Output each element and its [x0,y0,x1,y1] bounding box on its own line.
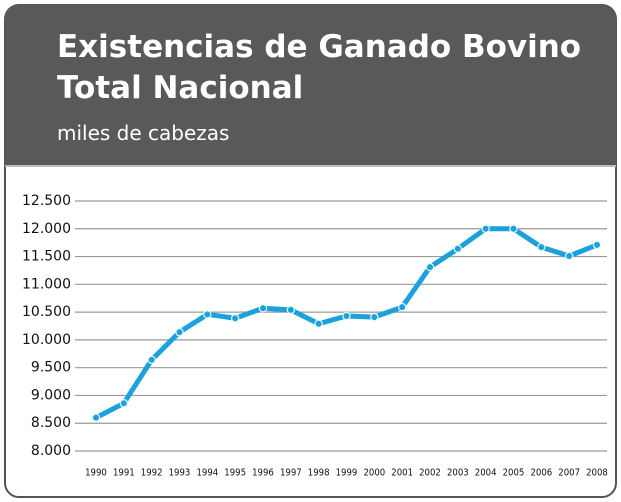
y-tick-label: 9.500 [31,360,71,376]
data-point [314,319,323,328]
x-tick-label: 2007 [558,468,580,479]
y-tick-label: 8.000 [31,443,71,459]
data-point [119,399,129,408]
data-point [425,262,435,272]
data-point [286,305,296,315]
data-point [147,355,156,365]
data-point [564,251,574,261]
data-point [258,304,268,313]
x-tick-label: 2002 [419,468,441,479]
x-tick-label: 1994 [196,468,218,479]
y-tick-label: 9.000 [31,387,71,403]
x-tick-label: 1991 [113,468,135,479]
y-tick-label: 12.500 [22,193,71,209]
data-point [481,224,490,233]
header-band [5,5,616,165]
data-point [91,413,101,422]
plot-area: 8.000 8.500 9.000 9.500 10.000 10.500 11.000 11… [22,193,608,479]
x-tick-label: 2000 [363,468,385,479]
y-tick-label: 8.500 [31,415,71,431]
data-point [397,302,407,312]
y-tick-label: 11.500 [22,249,71,265]
x-tick-label: 2008 [586,468,608,479]
x-tick-label: 1997 [280,468,302,479]
x-tick-label: 2005 [503,468,525,479]
y-tick-label: 10.500 [22,304,71,320]
x-tick-label: 2004 [475,468,497,479]
chart-title: Total Nacional [57,70,303,106]
data-point [342,311,351,321]
data-point [453,244,463,253]
data-point [509,224,518,233]
x-tick-label: 1990 [85,468,107,479]
data-point [537,242,546,252]
x-tick-label: 1996 [252,468,274,479]
x-tick-label: 1999 [336,468,358,479]
data-point [203,310,212,319]
x-tick-label: 2001 [391,468,413,479]
chart-title: Existencias de Ganado Bovino [57,29,581,65]
x-tick-label: 2003 [447,468,469,479]
x-tick-label: 1993 [169,468,191,479]
y-tick-label: 12.000 [22,221,71,237]
y-tick-label: 11.000 [22,276,71,292]
x-tick-label: 1992 [141,468,163,479]
x-tick-label: 1998 [308,468,330,479]
data-point [370,312,379,322]
data-point [175,327,184,337]
x-tick-label: 2006 [530,468,552,479]
data-point [592,240,602,250]
chart-subtitle: miles de cabezas [57,121,229,145]
y-tick-label: 10.000 [22,332,71,348]
x-tick-label: 1995 [224,468,246,479]
data-point [230,314,240,323]
